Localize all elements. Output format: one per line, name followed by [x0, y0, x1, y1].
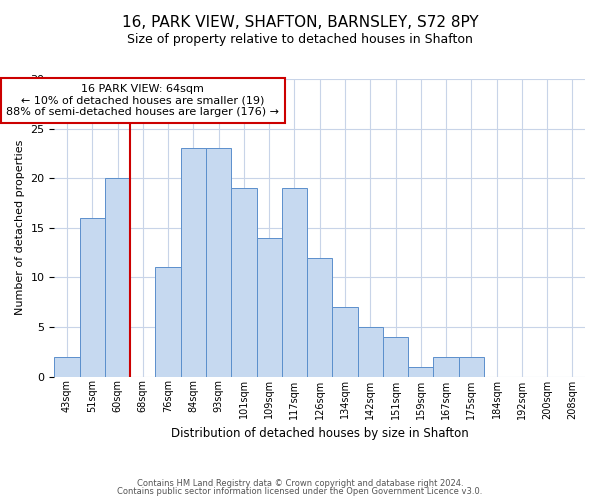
Y-axis label: Number of detached properties: Number of detached properties	[15, 140, 25, 316]
Bar	[257, 238, 282, 376]
X-axis label: Distribution of detached houses by size in Shafton: Distribution of detached houses by size …	[171, 427, 469, 440]
Text: Contains HM Land Registry data © Crown copyright and database right 2024.: Contains HM Land Registry data © Crown c…	[137, 478, 463, 488]
Bar	[307, 258, 332, 376]
Bar	[383, 337, 408, 376]
Bar	[181, 148, 206, 376]
Bar	[332, 307, 358, 376]
Text: Contains public sector information licensed under the Open Government Licence v3: Contains public sector information licen…	[118, 487, 482, 496]
Bar	[358, 327, 383, 376]
Bar	[433, 356, 458, 376]
Bar	[408, 366, 433, 376]
Bar	[458, 356, 484, 376]
Bar	[155, 268, 181, 376]
Bar	[105, 178, 130, 376]
Text: 16, PARK VIEW, SHAFTON, BARNSLEY, S72 8PY: 16, PARK VIEW, SHAFTON, BARNSLEY, S72 8P…	[122, 15, 478, 30]
Text: Size of property relative to detached houses in Shafton: Size of property relative to detached ho…	[127, 32, 473, 46]
Bar	[282, 188, 307, 376]
Bar	[231, 188, 257, 376]
Bar	[55, 356, 80, 376]
Text: 16 PARK VIEW: 64sqm
← 10% of detached houses are smaller (19)
88% of semi-detach: 16 PARK VIEW: 64sqm ← 10% of detached ho…	[7, 84, 280, 117]
Bar	[206, 148, 231, 376]
Bar	[80, 218, 105, 376]
